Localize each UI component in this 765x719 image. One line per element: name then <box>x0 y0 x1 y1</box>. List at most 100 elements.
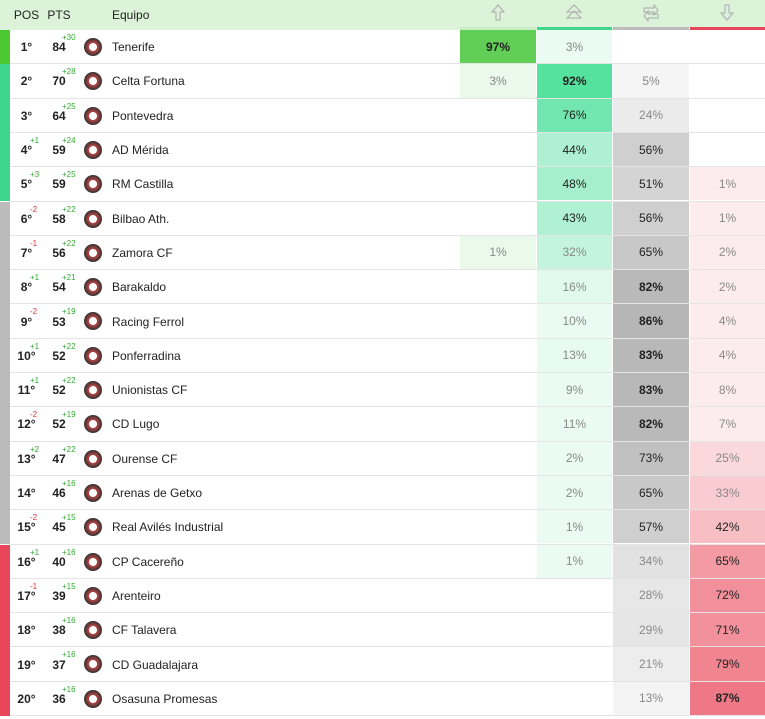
probability-cell: 76% <box>537 98 612 132</box>
team-name: Ourense CF <box>112 451 178 466</box>
probability-cell: 2% <box>537 441 612 475</box>
probability-cell: 44% <box>537 132 612 167</box>
points-change: +16 <box>62 547 76 557</box>
team-name: RM Castilla <box>112 177 174 192</box>
points: 46 <box>52 486 66 501</box>
row-divider <box>10 166 765 168</box>
row-divider <box>10 509 765 511</box>
team-name: Bilbao Ath. <box>112 211 170 226</box>
zone-bar <box>0 270 10 305</box>
zone-bar <box>0 338 10 373</box>
probability-cell: 7% <box>690 407 765 441</box>
probability-cell: 1% <box>460 235 536 270</box>
probability-cell: 92% <box>537 64 612 98</box>
row-divider <box>10 680 765 682</box>
team-header: Equipo <box>112 8 150 22</box>
points: 40 <box>52 554 66 569</box>
probability-cell: 32% <box>537 235 612 270</box>
points-change: +21 <box>62 273 76 283</box>
row-divider <box>10 646 765 648</box>
zone-bar <box>0 373 10 408</box>
pos-header: POS <box>13 8 40 22</box>
probability-cell: 56% <box>613 201 689 235</box>
row-divider <box>10 612 765 614</box>
probability-cell: 21% <box>613 647 689 681</box>
row-divider <box>10 577 765 579</box>
probability-cell: 42% <box>690 510 765 544</box>
zone-bar <box>0 647 10 682</box>
zone-bar <box>0 510 10 545</box>
zone-bar <box>0 167 10 202</box>
points: 47 <box>52 451 66 466</box>
position: 16° <box>17 554 36 569</box>
team-logo <box>84 415 102 434</box>
points: 38 <box>52 623 66 638</box>
position: 17° <box>17 588 36 603</box>
zone-bar <box>0 544 10 579</box>
row-divider <box>10 63 765 65</box>
team-name: Ponferradina <box>112 348 181 363</box>
zone-bar <box>0 132 10 168</box>
probability-cell: 83% <box>613 373 689 407</box>
row-divider <box>10 97 765 99</box>
probability-cell: 3% <box>537 30 612 64</box>
probability-cell: 1% <box>537 544 612 578</box>
points: 52 <box>52 417 66 432</box>
team-logo <box>84 552 102 571</box>
points-change: +22 <box>62 341 76 351</box>
team-logo <box>84 38 102 56</box>
probability-cell: 4% <box>690 338 765 372</box>
points: 58 <box>52 211 66 226</box>
probability-cell: 13% <box>537 338 612 372</box>
points-change: +25 <box>62 101 76 111</box>
zone-bar <box>0 578 10 614</box>
row-divider <box>10 372 765 373</box>
row-divider <box>10 337 765 339</box>
probability-cell: 29% <box>613 613 689 647</box>
zone-bar <box>0 613 10 648</box>
zone-bar <box>0 201 10 236</box>
team-name: Tenerife <box>112 40 155 55</box>
position: 18° <box>17 623 36 638</box>
team-logo <box>84 586 102 605</box>
team-name: Celta Fortuna <box>112 74 185 89</box>
position-change: +2 <box>30 444 40 454</box>
probability-cell: 1% <box>690 167 765 201</box>
team-name: Zamora CF <box>112 245 173 260</box>
probability-cell: 16% <box>537 270 612 304</box>
points-change: +16 <box>62 684 76 694</box>
team-name: Arenas de Getxo <box>112 486 203 501</box>
points: 45 <box>52 520 66 535</box>
pts-header: PTS <box>47 8 71 22</box>
zone-bar <box>0 64 10 99</box>
position-change: -1 <box>30 581 38 591</box>
points: 37 <box>52 657 66 672</box>
row-divider <box>10 440 765 442</box>
points-change: +16 <box>62 478 76 488</box>
position: 8° <box>20 280 33 295</box>
position-change: +1 <box>30 547 40 557</box>
points-change: +22 <box>62 238 76 248</box>
position: 4° <box>20 143 33 158</box>
points-change: +19 <box>62 307 76 317</box>
team-name: AD Mérida <box>112 143 169 158</box>
probability-cell: 4% <box>690 304 765 338</box>
zone-bar <box>0 304 10 339</box>
position: 14° <box>17 486 36 501</box>
points-change: +19 <box>62 410 76 420</box>
team-name: CD Guadalajara <box>112 657 199 672</box>
probability-cell: 65% <box>613 475 689 510</box>
team-logo <box>84 209 102 228</box>
team-name: Barakaldo <box>112 280 167 295</box>
zone-bar <box>0 30 10 65</box>
probability-cell: 97% <box>460 30 536 64</box>
position: 9° <box>20 314 33 329</box>
position: 2° <box>20 74 33 89</box>
probability-cell: 79% <box>690 647 765 681</box>
probability-cell: 65% <box>613 235 689 270</box>
row-divider <box>10 269 765 271</box>
probability-cell: 13% <box>613 681 689 715</box>
team-logo <box>84 140 102 159</box>
position: 3° <box>20 108 33 123</box>
